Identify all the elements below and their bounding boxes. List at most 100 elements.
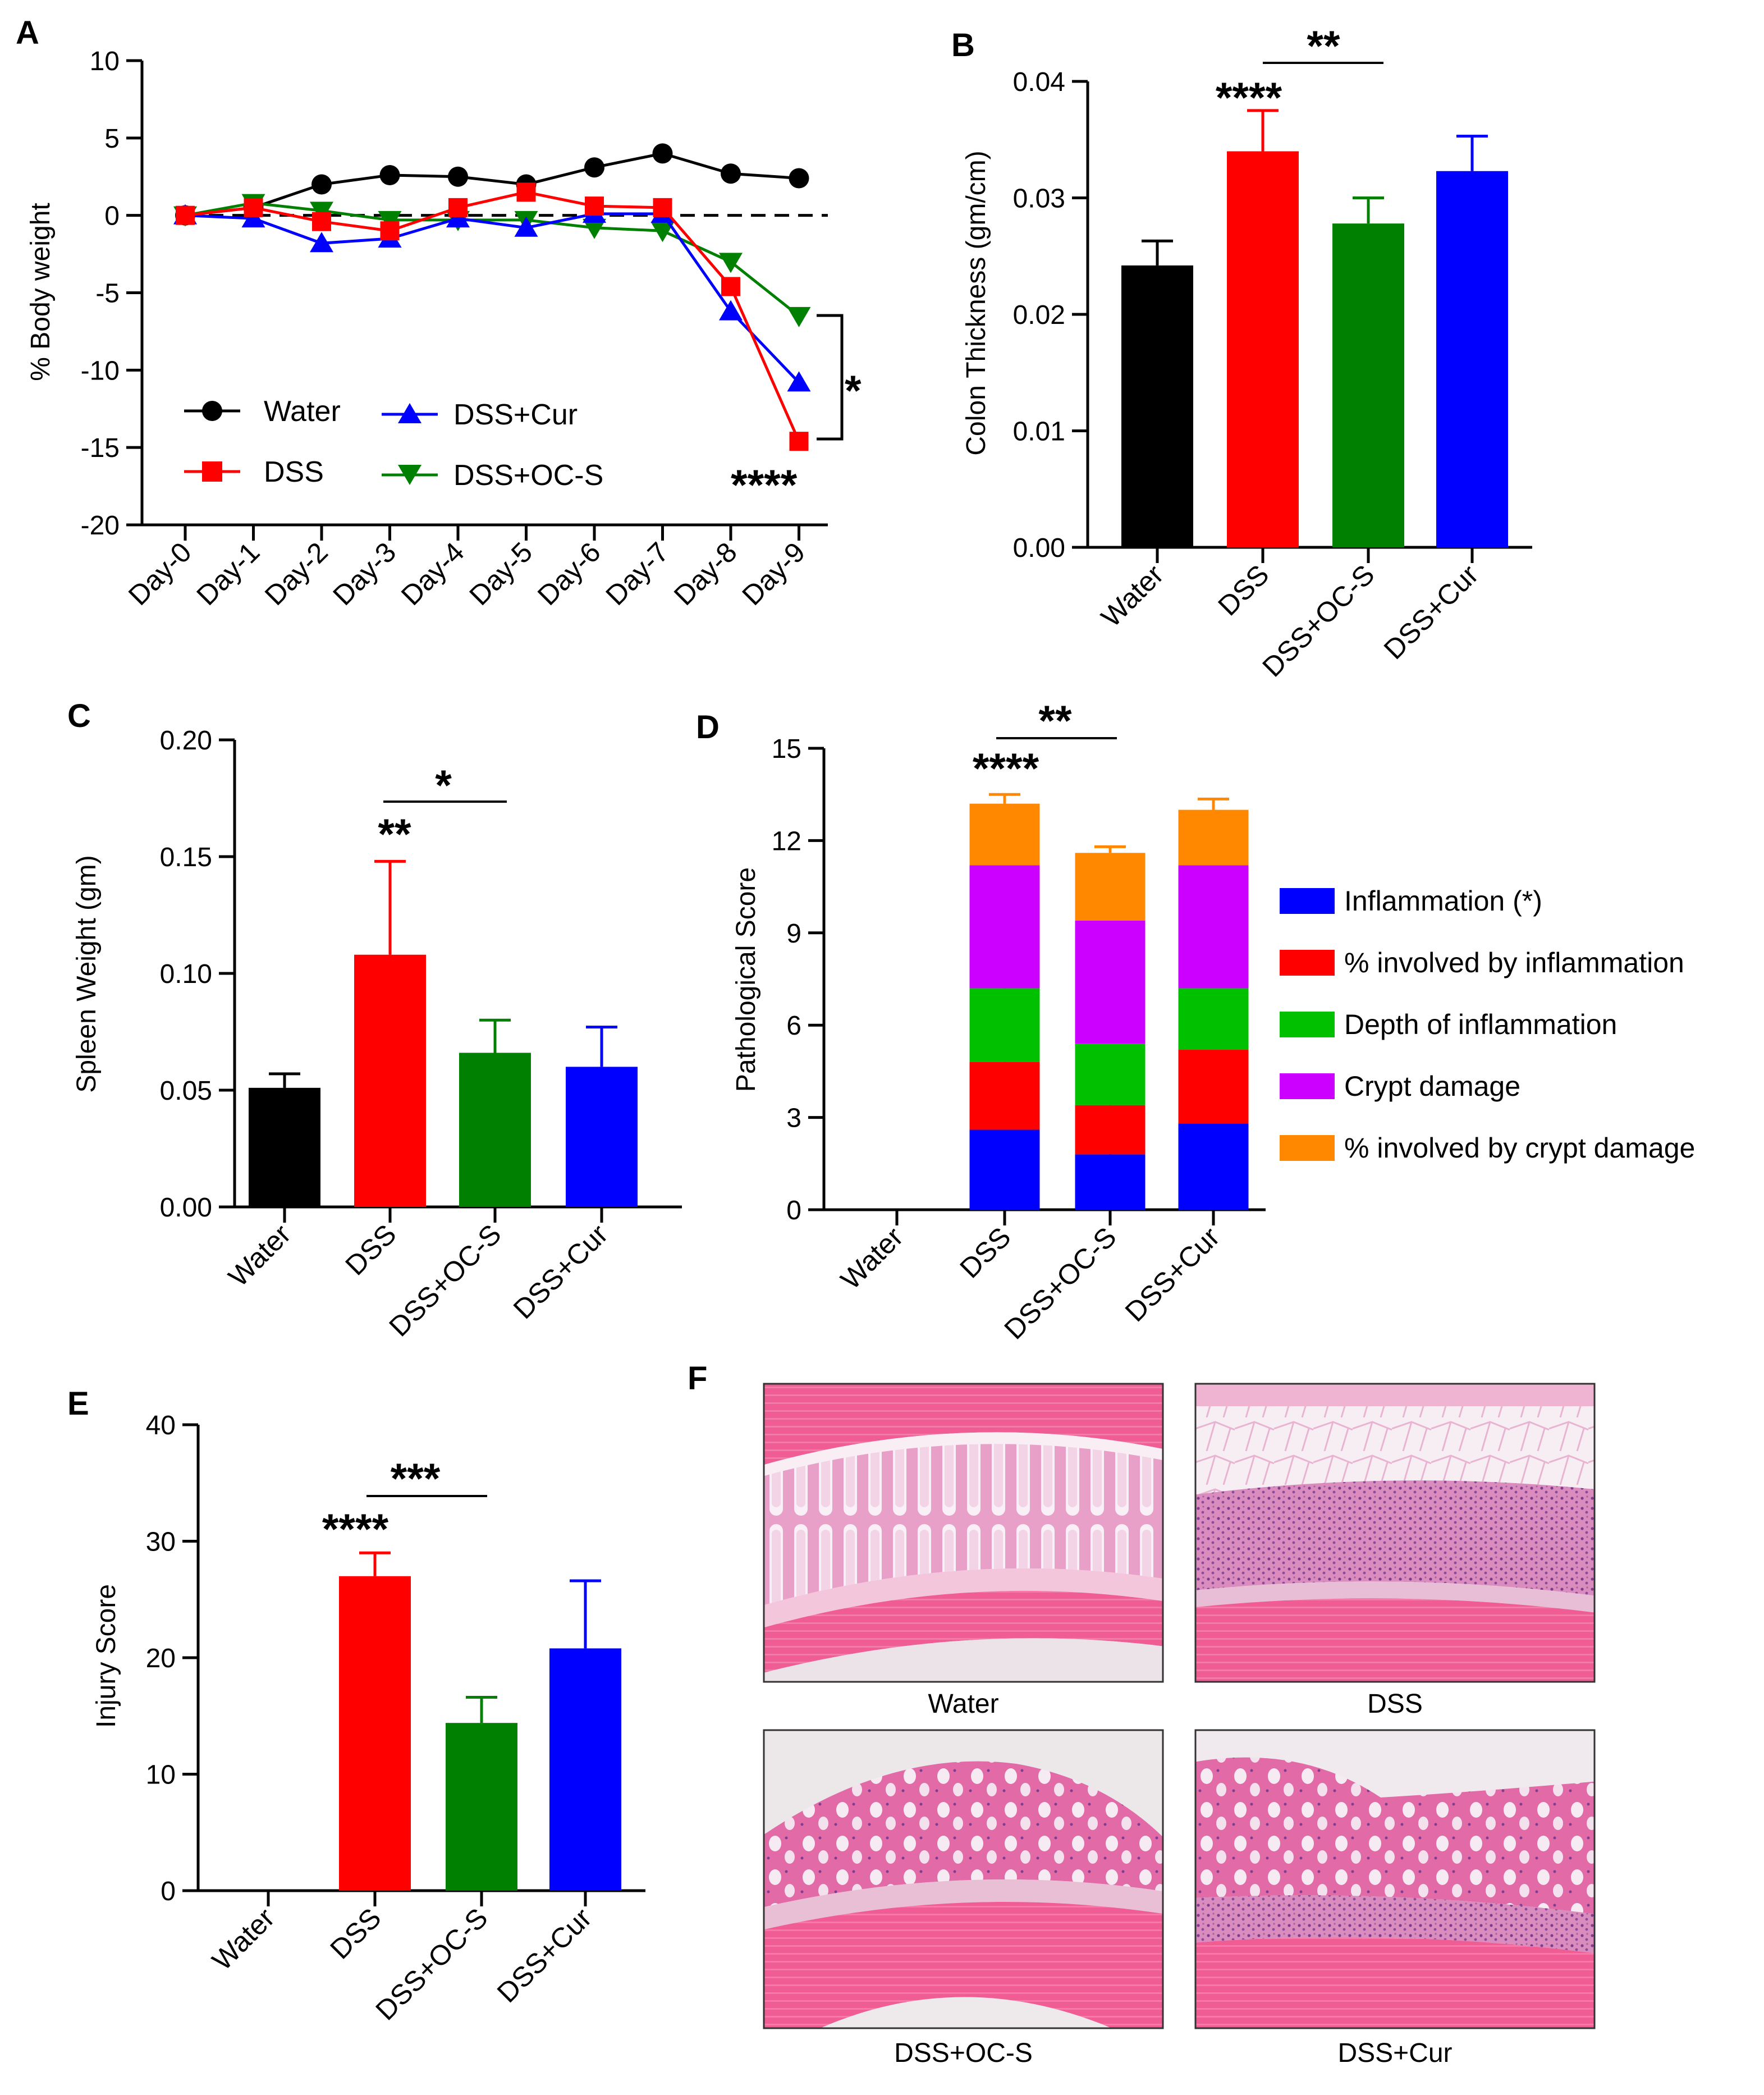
panel-a-ytick-label: -20 bbox=[81, 511, 120, 541]
panel-b-sig-label-2: **** bbox=[1216, 74, 1282, 122]
histology-image-dss-oc-s bbox=[763, 1729, 1164, 2029]
panel-letter-e: E bbox=[67, 1385, 89, 1422]
point-water-day-2 bbox=[311, 174, 332, 195]
panel-a-ytick-label: 5 bbox=[104, 124, 120, 154]
panel-d-ytick-label: 6 bbox=[786, 1011, 801, 1041]
point-water-day-8 bbox=[721, 163, 741, 184]
panel-d-ytick-label: 3 bbox=[786, 1104, 801, 1133]
panel-a-significance-bracket bbox=[817, 314, 844, 441]
panel-letter-a: A bbox=[16, 15, 39, 51]
panel-a-xtick-label-day-7: Day-7 bbox=[599, 536, 675, 611]
segment-depth-of-inflammation-dss bbox=[969, 988, 1040, 1062]
point-dss-day-2 bbox=[312, 212, 331, 231]
segment-inflammation-dss-oc-s bbox=[1075, 1154, 1146, 1210]
segment-involved-by-crypt-damage-dss-oc-s bbox=[1075, 853, 1146, 921]
line-dss-cur bbox=[185, 212, 800, 384]
panel-c-xtick-label-water: Water bbox=[222, 1218, 297, 1293]
panel-a-xtick-label-day-6: Day-6 bbox=[532, 536, 607, 611]
point-dss-oc-s-day-9 bbox=[787, 307, 811, 327]
point-dss-oc-s-day-8 bbox=[719, 253, 743, 273]
point-dss-day-3 bbox=[380, 221, 400, 241]
segment-involved-by-inflammation-dss-oc-s bbox=[1075, 1105, 1146, 1155]
panel-e-sig-label-1: *** bbox=[391, 1455, 441, 1503]
panel-d-ytick-label: 9 bbox=[786, 919, 801, 949]
panel-d-sig-label-1: ** bbox=[1038, 697, 1072, 745]
panel-e-ytick-label: 30 bbox=[146, 1527, 176, 1557]
panel-d-xtick-label-dss-oc-s: DSS+OC-S bbox=[998, 1221, 1122, 1345]
legend-dss-oc-s: DSS+OC-S bbox=[453, 459, 603, 492]
point-dss-cur-day-1 bbox=[241, 207, 265, 228]
point-dss-day-4 bbox=[448, 198, 468, 217]
panel-c-xtick-label-dss-cur: DSS+Cur bbox=[507, 1218, 614, 1325]
histology-image-dss-cur bbox=[1194, 1729, 1596, 2029]
segment-involved-by-inflammation-dss-cur bbox=[1178, 1050, 1249, 1124]
legend-dss: DSS bbox=[264, 456, 324, 488]
panel-d-y-label: Pathological Score bbox=[731, 867, 761, 1092]
point-dss-cur-day-2 bbox=[310, 232, 333, 253]
panel-a-sig-stars-dss: **** bbox=[731, 461, 798, 509]
panel-b-sig-label-1: ** bbox=[1307, 22, 1340, 70]
legend-swatch-involved-by-inflammation bbox=[1280, 950, 1335, 976]
legend-swatch-involved-by-crypt-damage bbox=[1280, 1135, 1335, 1161]
segment-depth-of-inflammation-dss-oc-s bbox=[1075, 1044, 1146, 1105]
panel-a-ytick-label: -5 bbox=[95, 279, 120, 309]
panel-c-xtick-label-dss-oc-s: DSS+OC-S bbox=[383, 1218, 507, 1342]
bar-dss-oc-s bbox=[459, 1053, 531, 1207]
bar-dss-cur bbox=[549, 1648, 621, 1891]
bar-water bbox=[249, 1087, 320, 1207]
segment-crypt-damage-dss-cur bbox=[1178, 865, 1249, 989]
legend-label-involved-by-crypt-damage: % involved by crypt damage bbox=[1344, 1132, 1695, 1164]
point-dss-day-6 bbox=[585, 196, 604, 216]
panel-e-ytick-label: 40 bbox=[146, 1411, 176, 1440]
bar-dss bbox=[1227, 151, 1299, 547]
panel-b-ytick-label: 0.04 bbox=[1013, 67, 1065, 97]
bar-dss-cur bbox=[1436, 171, 1508, 547]
panel-c-sig-label-1: * bbox=[435, 762, 452, 809]
panel-c-ytick-label: 0.15 bbox=[160, 843, 212, 872]
point-dss-day-9 bbox=[789, 432, 809, 451]
point-dss-day-5 bbox=[516, 182, 536, 202]
segment-involved-by-crypt-damage-dss-cur bbox=[1178, 809, 1249, 866]
panel-c-xtick-label-dss: DSS bbox=[339, 1218, 402, 1281]
histology-image-water bbox=[763, 1383, 1164, 1683]
panel-b-xtick-label-dss: DSS bbox=[1212, 559, 1275, 621]
panel-e-ytick-label: 20 bbox=[146, 1644, 176, 1673]
point-dss-day-8 bbox=[721, 277, 740, 296]
legend-dss-cur: DSS+Cur bbox=[453, 399, 578, 431]
panel-e-ytick-label: 0 bbox=[161, 1877, 176, 1906]
legend-label-involved-by-inflammation: % involved by inflammation bbox=[1344, 947, 1684, 978]
histology-caption-dss: DSS bbox=[1367, 1689, 1423, 1719]
panel-d-ytick-label: 12 bbox=[772, 826, 801, 856]
panel-d-xtick-label-dss-cur: DSS+Cur bbox=[1119, 1221, 1226, 1328]
panel-e-ytick-label: 10 bbox=[146, 1760, 176, 1790]
legend-label-inflammation: Inflammation (*) bbox=[1344, 885, 1542, 917]
bar-dss-oc-s bbox=[446, 1723, 517, 1891]
panel-a-legend: Water DSS DSS+Cur DSS+OC-S bbox=[184, 395, 603, 492]
histology-caption-dss-cur: DSS+Cur bbox=[1337, 2038, 1453, 2068]
panel-letter-c: C bbox=[67, 698, 91, 734]
point-dss-day-0 bbox=[176, 205, 195, 225]
panel-d-xtick-label-water: Water bbox=[835, 1221, 909, 1296]
bar-dss-oc-s bbox=[1332, 223, 1404, 547]
panel-a-xtick-label-day-8: Day-8 bbox=[668, 536, 743, 611]
panel-a-y-label: % Body weight bbox=[26, 203, 56, 381]
panel-a-xtick-label-day-3: Day-3 bbox=[327, 536, 402, 611]
point-water-day-6 bbox=[584, 157, 604, 178]
panel-b-xtick-label-dss-oc-s: DSS+OC-S bbox=[1256, 559, 1380, 683]
point-dss-cur-day-8 bbox=[719, 300, 743, 321]
point-water-day-9 bbox=[789, 168, 809, 189]
point-water-day-4 bbox=[448, 166, 468, 187]
point-dss-cur-day-5 bbox=[514, 216, 538, 237]
panel-e-xtick-label-dss-cur: DSS+Cur bbox=[491, 1902, 598, 2009]
legend-swatch-depth-of-inflammation bbox=[1280, 1012, 1335, 1037]
panel-d-ytick-label: 15 bbox=[772, 734, 801, 764]
panel-e-xtick-label-water: Water bbox=[206, 1902, 281, 1977]
legend-swatch-inflammation bbox=[1280, 888, 1335, 914]
panel-e-xtick-label-dss-oc-s: DSS+OC-S bbox=[369, 1902, 493, 2026]
legend-label-crypt-damage: Crypt damage bbox=[1344, 1071, 1520, 1102]
panel-a-xtick-label-day-4: Day-4 bbox=[395, 536, 470, 611]
